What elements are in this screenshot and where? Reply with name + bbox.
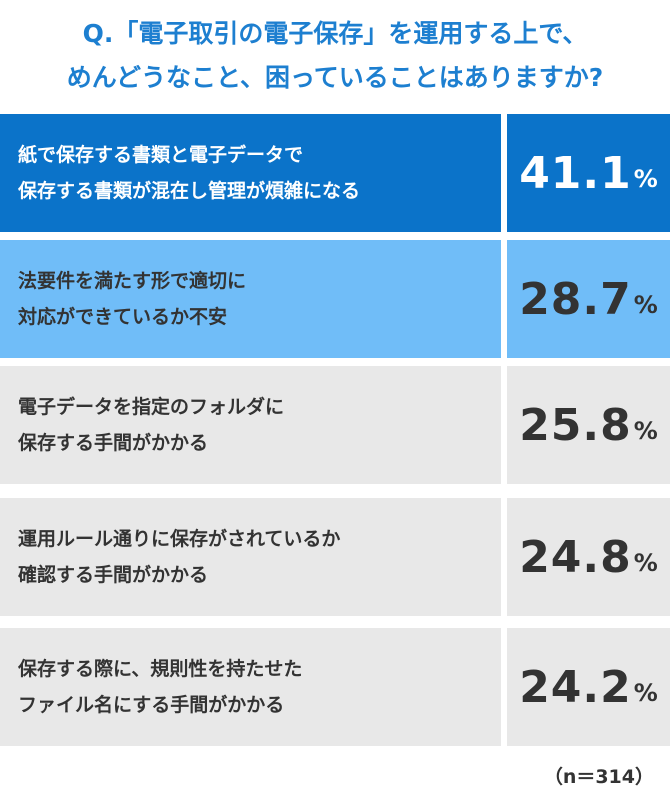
row-value: 41.1 % [507,114,670,232]
row-label-line: 電子データを指定のフォルダに [18,396,285,418]
percentage-value: 41.1 [519,147,632,199]
row-label: 電子データを指定のフォルダに 保存する手間がかかる [0,366,501,484]
result-row-1: 紙で保存する書類と電子データで 保存する書類が混在し管理が煩雑になる 41.1 … [0,114,670,232]
row-label-line: ファイル名にする手間がかかる [18,694,285,716]
row-label-line: 運用ルール通りに保存がされているか [18,528,341,550]
percentage-value: 24.2 [519,661,632,713]
row-label-line: 法要件を満たす形で適切に [18,270,247,292]
percent-unit: % [633,165,658,193]
row-label-line: 紙で保存する書類と電子データで [18,144,304,166]
result-row-5: 保存する際に、規則性を持たせた ファイル名にする手間がかかる 24.2 % [0,628,670,746]
question-title: Q.「電子取引の電子保存」を運用する上で、 めんどうなこと、困っていることはあり… [0,12,670,100]
result-row-4: 運用ルール通りに保存がされているか 確認する手間がかかる 24.8 % [0,498,670,616]
question-title-line-1: Q.「電子取引の電子保存」を運用する上で、 [82,19,588,48]
row-label: 紙で保存する書類と電子データで 保存する書類が混在し管理が煩雑になる [0,114,501,232]
column-divider [501,498,507,616]
row-value: 28.7 % [507,240,670,358]
row-value: 24.2 % [507,628,670,746]
row-label: 保存する際に、規則性を持たせた ファイル名にする手間がかかる [0,628,501,746]
percentage-value: 24.8 [519,531,632,583]
column-divider [501,114,507,232]
row-label-line: 保存する際に、規則性を持たせた [18,658,303,680]
result-row-2: 法要件を満たす形で適切に 対応ができているか不安 28.7 % [0,240,670,358]
percentage-value: 28.7 [519,273,632,325]
row-value: 25.8 % [507,366,670,484]
row-label-line: 保存する手間がかかる [18,432,209,454]
sample-size-note: （n＝314） [543,766,654,788]
row-label-line: 確認する手間がかかる [18,564,209,586]
row-label-line: 対応ができているか不安 [18,306,228,328]
percent-unit: % [633,417,658,445]
column-divider [501,366,507,484]
row-label: 法要件を満たす形で適切に 対応ができているか不安 [0,240,501,358]
column-divider [501,240,507,358]
percent-unit: % [633,549,658,577]
percent-unit: % [633,291,658,319]
row-value: 24.8 % [507,498,670,616]
column-divider [501,628,507,746]
result-row-3: 電子データを指定のフォルダに 保存する手間がかかる 25.8 % [0,366,670,484]
row-label-line: 保存する書類が混在し管理が煩雑になる [18,180,361,202]
row-label: 運用ルール通りに保存がされているか 確認する手間がかかる [0,498,501,616]
percent-unit: % [633,679,658,707]
question-title-line-2: めんどうなこと、困っていることはありますか? [66,63,604,92]
percentage-value: 25.8 [519,399,632,451]
